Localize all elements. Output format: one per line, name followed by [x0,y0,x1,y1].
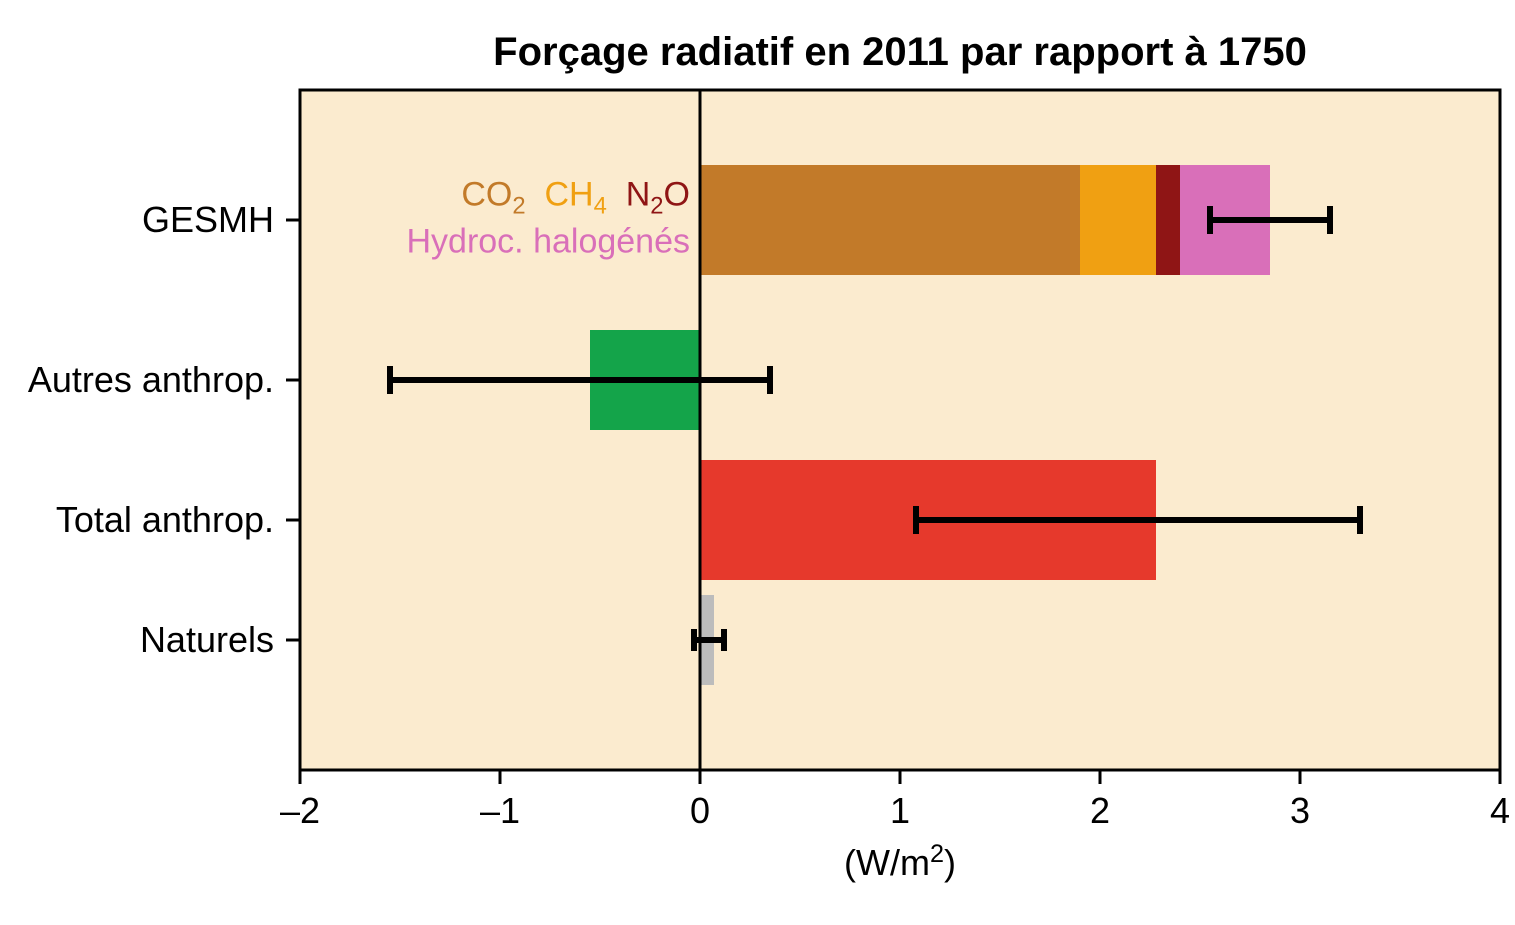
legend-line1: CO2 CH4 N2O [461,176,690,221]
ylabel-autres: Autres anthrop. [28,359,274,401]
ylabel-naturel: Naturels [140,619,274,661]
chart-title: Forçage radiatif en 2011 par rapport à 1… [493,30,1307,75]
xtick-0: –2 [280,790,320,832]
xtick-2: 0 [690,790,710,832]
ylabel-total: Total anthrop. [56,499,274,541]
xtick-6: 4 [1490,790,1510,832]
legend-ch4: CH4 [544,176,606,214]
x-axis-label: (W/m2) [844,840,956,884]
legend-n2o: N2O [626,176,690,214]
chart-stage: Forçage radiatif en 2011 par rapport à 1… [0,0,1515,925]
xtick-4: 2 [1090,790,1110,832]
xtick-1: –1 [480,790,520,832]
ylabel-gesmh: GESMH [142,199,274,241]
chart-svg [0,0,1515,925]
xtick-3: 1 [890,790,910,832]
xtick-5: 3 [1290,790,1310,832]
legend-co2: CO2 [461,176,525,214]
legend-line2: Hydroc. halogénés [406,223,690,262]
